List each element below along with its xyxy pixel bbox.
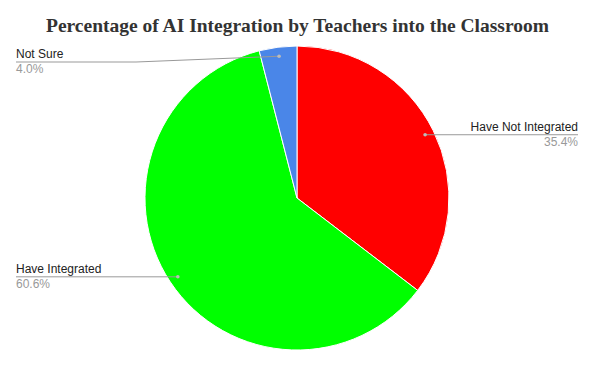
data-label: 60.6% [16,277,50,291]
chart-title: Percentage of AI Integration by Teachers… [46,15,549,36]
leader-dot [277,54,281,58]
data-label: 4.0% [16,62,44,76]
data-label: 35.4% [544,135,578,149]
slice-label: Have Integrated [16,262,101,276]
leader-dot [423,133,427,137]
pie-slice [259,46,297,198]
chart-svg: Percentage of AI Integration by Teachers… [0,0,595,367]
slice-label: Not Sure [16,47,64,61]
leader-dot [176,275,180,279]
chart-container: {"chart_data": {"type": "pie", "title": … [0,0,595,367]
pie-slices [145,46,449,350]
slice-label: Have Not Integrated [471,120,578,134]
